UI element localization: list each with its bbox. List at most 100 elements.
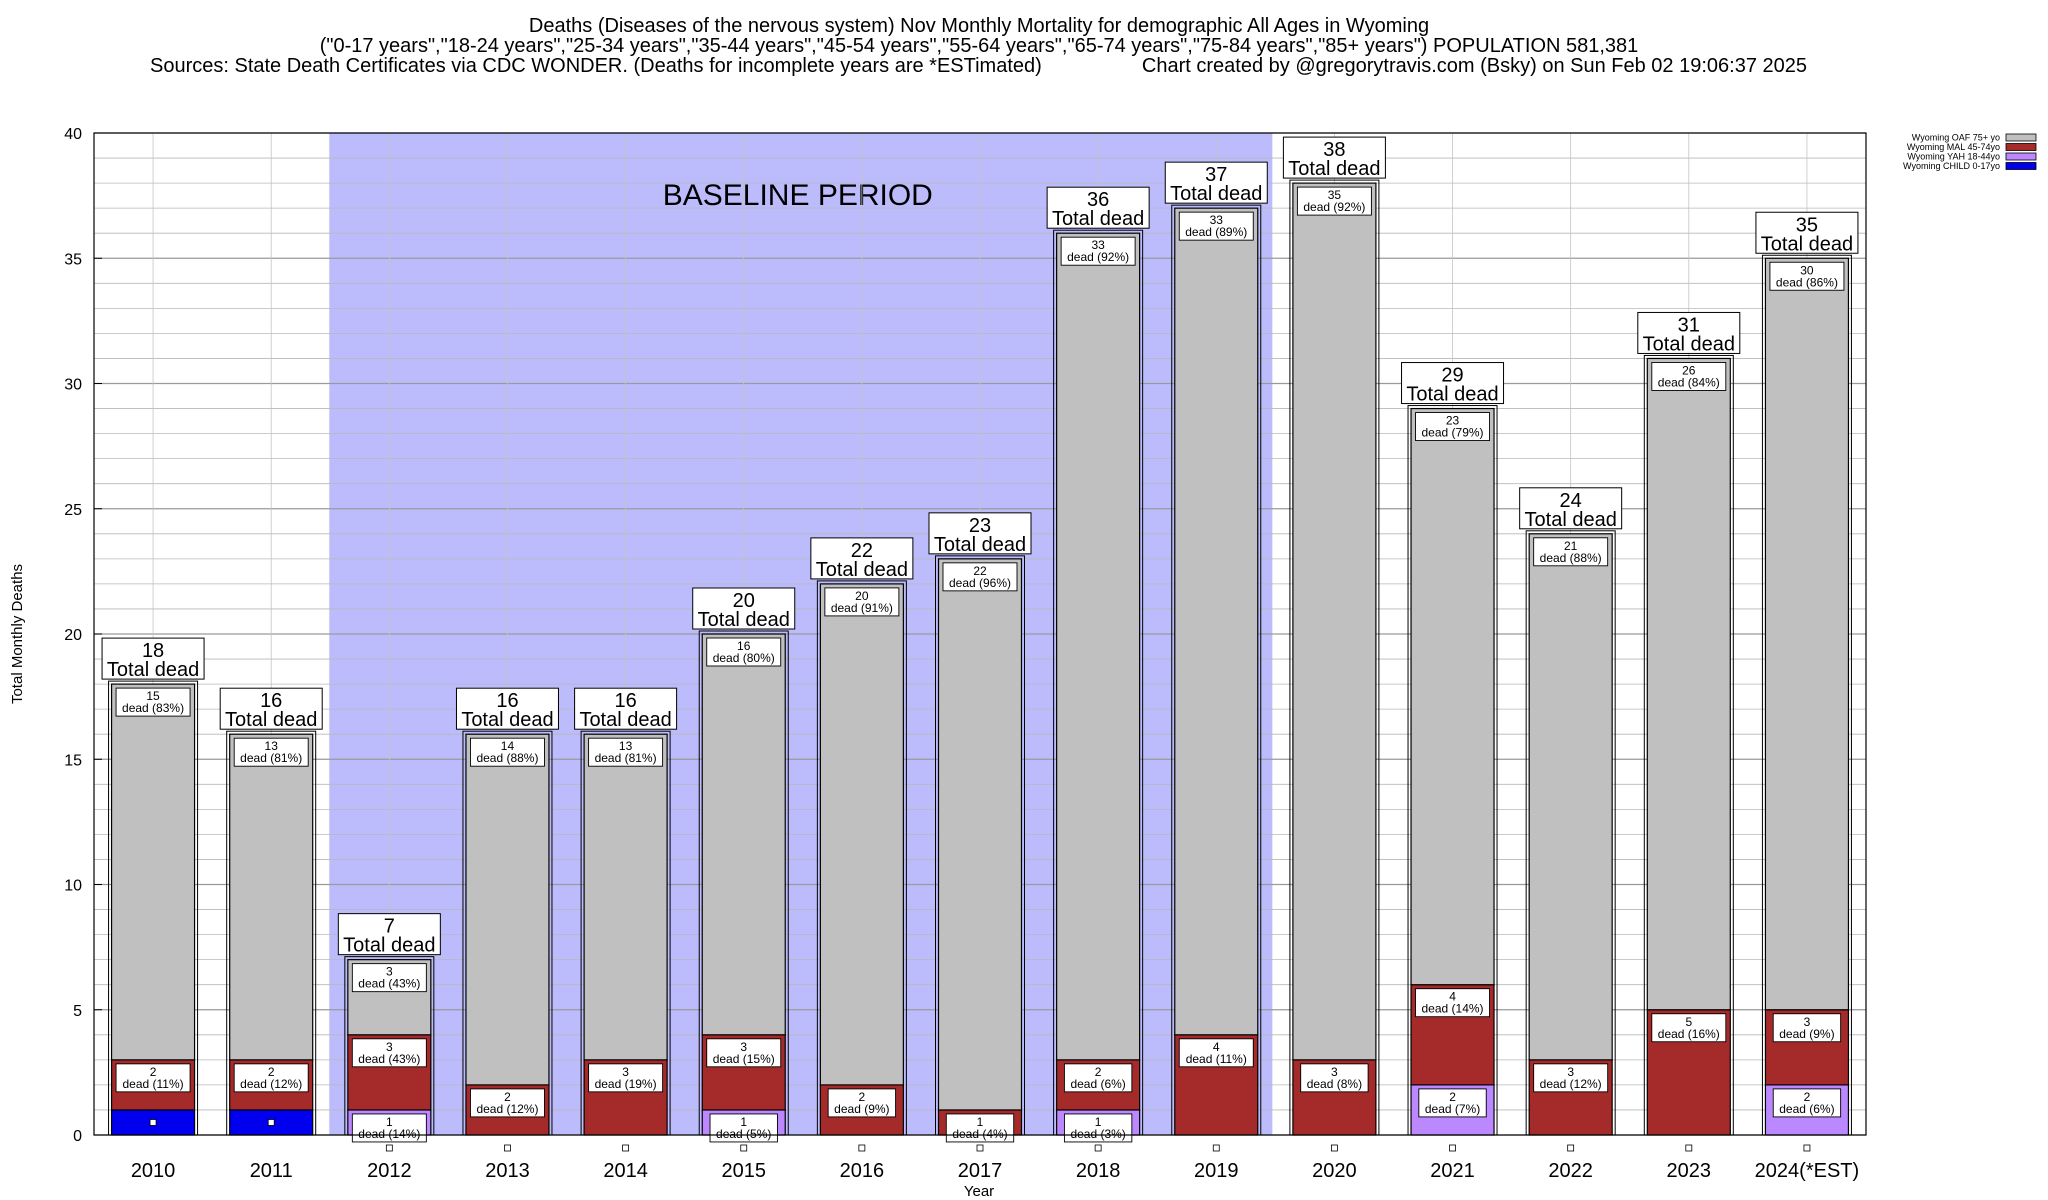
legend-label: Wyoming OAF 75+ yo <box>1912 133 2000 143</box>
total-label-box <box>1282 136 1386 179</box>
bar-segment <box>1410 407 1495 986</box>
legend-swatch <box>2005 143 2037 151</box>
bar-segment <box>110 683 196 1061</box>
bar-segment <box>701 633 786 1036</box>
segment-label-box <box>351 963 427 993</box>
legend-label: Wyoming MAL 45-74yo <box>1907 142 2000 152</box>
segment-label-pct: dead (12%) <box>476 1102 538 1116</box>
zero-marker <box>504 1144 511 1152</box>
total-suffix: Total dead <box>934 534 1026 556</box>
zero-marker <box>1803 1144 1811 1152</box>
segment-label-box <box>1415 412 1490 441</box>
segment-label-count: 26 <box>1682 363 1696 377</box>
bar-segment <box>1764 257 1850 1011</box>
segment-label-box <box>1651 362 1727 391</box>
y-axis-label: Total Monthly Deaths <box>9 564 26 704</box>
total-label-box <box>1164 161 1268 204</box>
total-label-box <box>692 587 796 630</box>
bar-segment <box>1646 357 1731 1011</box>
total-value: 16 <box>260 690 282 712</box>
segment-label-pct: dead (43%) <box>358 1052 420 1066</box>
segment-label-count: 2 <box>1804 1090 1811 1104</box>
segment-label-pct: dead (88%) <box>476 751 538 765</box>
segment-label-box <box>470 737 545 767</box>
total-value: 16 <box>614 690 636 712</box>
segment-label-box <box>1296 186 1372 216</box>
segment-label-box <box>588 1063 664 1093</box>
segment-label-box <box>1415 988 1490 1018</box>
total-suffix: Total dead <box>1288 158 1380 180</box>
segment-label-count: 3 <box>1567 1065 1574 1079</box>
bar-segment <box>1056 232 1141 1061</box>
x-tick-label: 2021 <box>1430 1160 1475 1182</box>
segment-label-pct: dead (9%) <box>834 1102 889 1116</box>
total-value: 23 <box>969 515 991 537</box>
total-value: 31 <box>1678 314 1700 336</box>
total-value: 35 <box>1796 214 1818 236</box>
segment-label-pct: dead (96%) <box>949 576 1011 590</box>
title-line-3: Sources: State Death Certificates via CD… <box>150 55 1042 77</box>
total-value: 7 <box>384 916 395 938</box>
segment-label-pct: dead (84%) <box>1658 375 1720 389</box>
segment-label-pct: dead (89%) <box>1185 225 1247 239</box>
segment-label-count: 2 <box>150 1065 157 1079</box>
total-value: 16 <box>496 690 518 712</box>
x-tick-label: 2022 <box>1548 1160 1593 1182</box>
segment-label-box <box>706 1038 782 1068</box>
zero-marker <box>1449 1144 1456 1152</box>
segment-label-box <box>824 587 900 617</box>
segment-label-pct: dead (81%) <box>240 751 302 765</box>
segment-label-box <box>1533 537 1609 567</box>
segment-label-box <box>470 1088 545 1118</box>
total-suffix: Total dead <box>1761 233 1853 255</box>
segment-label-pct: dead (79%) <box>1422 426 1484 440</box>
segment-label-pct: dead (3%) <box>1070 1127 1125 1141</box>
total-label-box <box>810 537 914 580</box>
total-value: 18 <box>142 640 164 662</box>
segment-label-count: 2 <box>268 1065 275 1079</box>
segment-label-box <box>1178 211 1254 241</box>
segment-label-box <box>706 637 782 667</box>
segment-label-box <box>1300 1063 1369 1093</box>
total-suffix: Total dead <box>1643 333 1735 355</box>
total-suffix: Total dead <box>579 709 671 731</box>
x-tick-label: 2013 <box>485 1160 530 1182</box>
x-tick-label: 2012 <box>367 1160 412 1182</box>
segment-label-count: 5 <box>1685 1015 1692 1029</box>
segment-label-box <box>1063 1113 1133 1143</box>
x-tick-label: 2016 <box>840 1160 885 1182</box>
segment-label-count: 2 <box>859 1090 866 1104</box>
segment-label-count: 3 <box>740 1040 747 1054</box>
title-line-1: Deaths (Diseases of the nervous system) … <box>529 15 1429 37</box>
total-label-box <box>1755 211 1859 254</box>
total-suffix: Total dead <box>461 709 553 731</box>
zero-marker <box>1567 1144 1575 1152</box>
zero-marker <box>1212 1144 1220 1152</box>
total-value: 38 <box>1323 139 1345 161</box>
segment-label-pct: dead (43%) <box>358 977 420 991</box>
segment-label-box <box>233 737 309 767</box>
x-tick-label: 2023 <box>1667 1160 1712 1182</box>
